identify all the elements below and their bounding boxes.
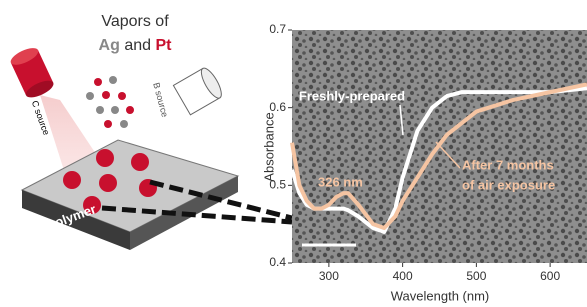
annotation: After 7 months [462, 157, 554, 172]
x-axis-label: Wavelength (nm) [391, 288, 490, 303]
y-tick-label: 0.6 [269, 100, 286, 114]
layer-label: Si/SiO2 [42, 229, 81, 254]
annotation: Freshly-prepared [299, 88, 405, 103]
figure: C source B source polymer Si/SiO2 Vapors… [0, 0, 587, 307]
y-tick-label: 0.4 [269, 255, 286, 269]
x-tick-label: 300 [319, 269, 339, 283]
c-source [8, 45, 55, 101]
metal-conj: and [124, 37, 151, 54]
annotation: 326 nm [318, 174, 363, 189]
y-tick-label: 0.5 [269, 178, 286, 192]
metals: Ag and Pt [99, 37, 173, 54]
vapor-dots [86, 76, 134, 128]
y-axis-label: Absorbance [261, 112, 276, 181]
x-tick-label: 500 [466, 269, 486, 283]
x-tick-label: 400 [393, 269, 413, 283]
annotation: of air exposure [462, 177, 555, 192]
b-source [173, 65, 225, 114]
metal: Pt [155, 37, 172, 54]
x-tick-label: 600 [540, 269, 560, 283]
illustration: C source B source polymer Si/SiO2 Vapors… [8, 13, 292, 254]
chart: Absorbance Wavelength (nm) 0.4 0.5 0.6 0.7 3… [261, 22, 587, 303]
y-tick-label: 0.7 [269, 22, 286, 36]
metal: Ag [99, 37, 120, 54]
b-source-label: B source [151, 81, 170, 118]
heading: Vapors of [101, 13, 169, 30]
